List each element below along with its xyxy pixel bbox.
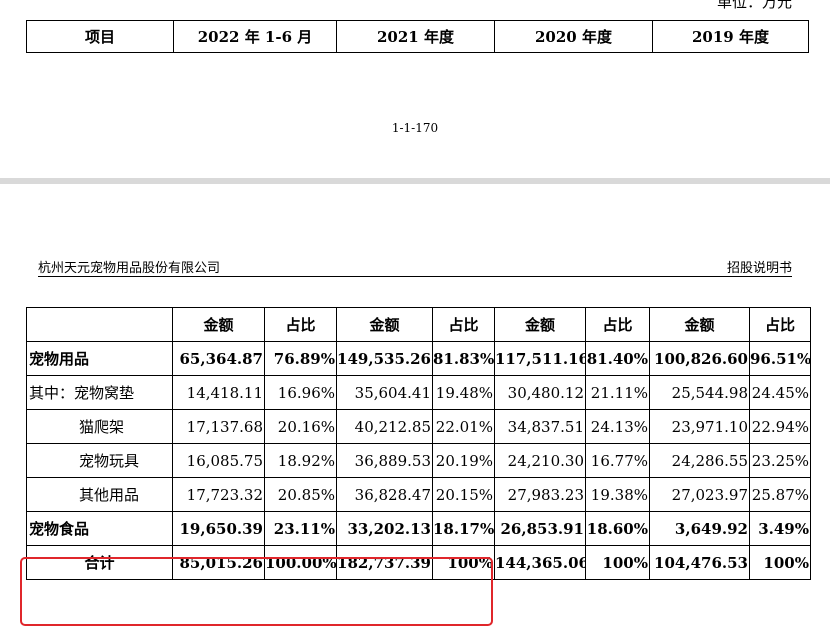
- row-label: 宠物食品: [26, 511, 173, 546]
- amount-cell: 30,480.12: [494, 375, 586, 410]
- header-ratio: 占比: [264, 307, 337, 342]
- document-type: 招股说明书: [726, 261, 792, 276]
- amount-cell: 149,535.26: [336, 341, 433, 376]
- amount-cell: 100,826.60: [649, 341, 750, 376]
- amount-cell: 19,650.39: [172, 511, 265, 546]
- header-ratio: 占比: [749, 307, 811, 342]
- amount-cell: 144,365.06: [494, 545, 586, 580]
- ratio-cell: 18.60%: [585, 511, 650, 546]
- ratio-cell: 76.89%: [264, 341, 337, 376]
- ratio-cell: 19.38%: [585, 477, 650, 512]
- page-number: 1-1-170: [391, 121, 439, 135]
- top-header-table: 项目 2022 年 1-6 月 2021 年度 2020 年度 2019 年度: [26, 20, 809, 53]
- amount-cell: 36,828.47: [336, 477, 433, 512]
- header-amount: 金额: [494, 307, 586, 342]
- table-row: 宠物玩具 16,085.75 18.92% 36,889.53 20.19% 24,210…: [26, 443, 811, 478]
- ratio-cell: 3.49%: [749, 511, 811, 546]
- ratio-cell: 20.15%: [432, 477, 495, 512]
- ratio-cell: 22.01%: [432, 409, 495, 444]
- previous-page-fragment: 单位：万元 项目 2022 年 1-6 月 2021 年度 2020 年度 20…: [0, 0, 830, 178]
- ratio-cell: 24.13%: [585, 409, 650, 444]
- table-row: 宠物食品 19,650.39 23.11% 33,202.13 18.17% 26,853…: [26, 511, 811, 546]
- header-ratio: 占比: [585, 307, 650, 342]
- header-2021: 2021 年度: [336, 20, 495, 53]
- ratio-cell: 100%: [749, 545, 811, 580]
- ratio-cell: 21.11%: [585, 375, 650, 410]
- amount-cell: 36,889.53: [336, 443, 433, 478]
- sub-header-row: 金额 占比 金额 占比 金额 占比 金额 占比: [26, 307, 811, 342]
- header-2020: 2020 年度: [494, 20, 653, 53]
- amount-cell: 17,137.68: [172, 409, 265, 444]
- amount-cell: 16,085.75: [172, 443, 265, 478]
- table-row: 宠物用品 65,364.87 76.89% 149,535.26 81.83% 117,5…: [26, 341, 811, 376]
- amount-cell: 27,023.97: [649, 477, 750, 512]
- ratio-cell: 22.94%: [749, 409, 811, 444]
- amount-cell: 26,853.91: [494, 511, 586, 546]
- company-name: 杭州天元宠物用品股份有限公司: [38, 261, 221, 276]
- amount-cell: 25,544.98: [649, 375, 750, 410]
- header-amount: 金额: [649, 307, 750, 342]
- table-body: 宠物用品 65,364.87 76.89% 149,535.26 81.83% 117,5…: [26, 341, 811, 580]
- table-row: 其他用品 17,723.32 20.85% 36,828.47 20.15% 27,983…: [26, 477, 811, 512]
- amount-cell: 14,418.11: [172, 375, 265, 410]
- amount-cell: 24,286.55: [649, 443, 750, 478]
- ratio-cell: 16.96%: [264, 375, 337, 410]
- row-label: 宠物玩具: [26, 443, 173, 478]
- amount-cell: 65,364.87: [172, 341, 265, 376]
- header-blank-cell: [26, 307, 173, 342]
- amount-cell: 17,723.32: [172, 477, 265, 512]
- header-ratio: 占比: [432, 307, 495, 342]
- ratio-cell: 18.17%: [432, 511, 495, 546]
- table-row: 其中：宠物窝垫 14,418.11 16.96% 35,604.41 19.48% 30,…: [26, 375, 811, 410]
- ratio-cell: 81.40%: [585, 341, 650, 376]
- unit-label: 单位：万元: [716, 0, 792, 11]
- header-rule: [38, 276, 792, 277]
- current-page: 杭州天元宠物用品股份有限公司 招股说明书 金额 占比 金额 占比 金额 占比 金…: [0, 184, 830, 626]
- header-amount: 金额: [172, 307, 265, 342]
- ratio-cell: 20.16%: [264, 409, 337, 444]
- ratio-cell: 18.92%: [264, 443, 337, 478]
- amount-cell: 40,212.85: [336, 409, 433, 444]
- highlight-box: [20, 557, 493, 626]
- ratio-cell: 16.77%: [585, 443, 650, 478]
- page-separator: [0, 178, 830, 184]
- ratio-cell: 25.87%: [749, 477, 811, 512]
- amount-cell: 104,476.53: [649, 545, 750, 580]
- ratio-cell: 19.48%: [432, 375, 495, 410]
- revenue-table: 金额 占比 金额 占比 金额 占比 金额 占比 宠物用品 65,364.87 76.…: [26, 307, 811, 580]
- ratio-cell: 100%: [585, 545, 650, 580]
- row-label: 宠物用品: [26, 341, 173, 376]
- amount-cell: 24,210.30: [494, 443, 586, 478]
- ratio-cell: 24.45%: [749, 375, 811, 410]
- ratio-cell: 23.25%: [749, 443, 811, 478]
- ratio-cell: 23.11%: [264, 511, 337, 546]
- ratio-cell: 20.85%: [264, 477, 337, 512]
- header-2022h1: 2022 年 1-6 月: [173, 20, 337, 53]
- header-item: 项目: [26, 20, 174, 53]
- row-label: 猫爬架: [26, 409, 173, 444]
- table-row: 猫爬架 17,137.68 20.16% 40,212.85 22.01% 34,837.…: [26, 409, 811, 444]
- header-amount: 金额: [336, 307, 433, 342]
- header-2019: 2019 年度: [652, 20, 809, 53]
- amount-cell: 35,604.41: [336, 375, 433, 410]
- amount-cell: 27,983.23: [494, 477, 586, 512]
- amount-cell: 3,649.92: [649, 511, 750, 546]
- amount-cell: 117,511.16: [494, 341, 586, 376]
- ratio-cell: 96.51%: [749, 341, 811, 376]
- amount-cell: 33,202.13: [336, 511, 433, 546]
- row-label: 其中：宠物窝垫: [26, 375, 173, 410]
- ratio-cell: 81.83%: [432, 341, 495, 376]
- amount-cell: 34,837.51: [494, 409, 586, 444]
- amount-cell: 23,971.10: [649, 409, 750, 444]
- row-label: 其他用品: [26, 477, 173, 512]
- ratio-cell: 20.19%: [432, 443, 495, 478]
